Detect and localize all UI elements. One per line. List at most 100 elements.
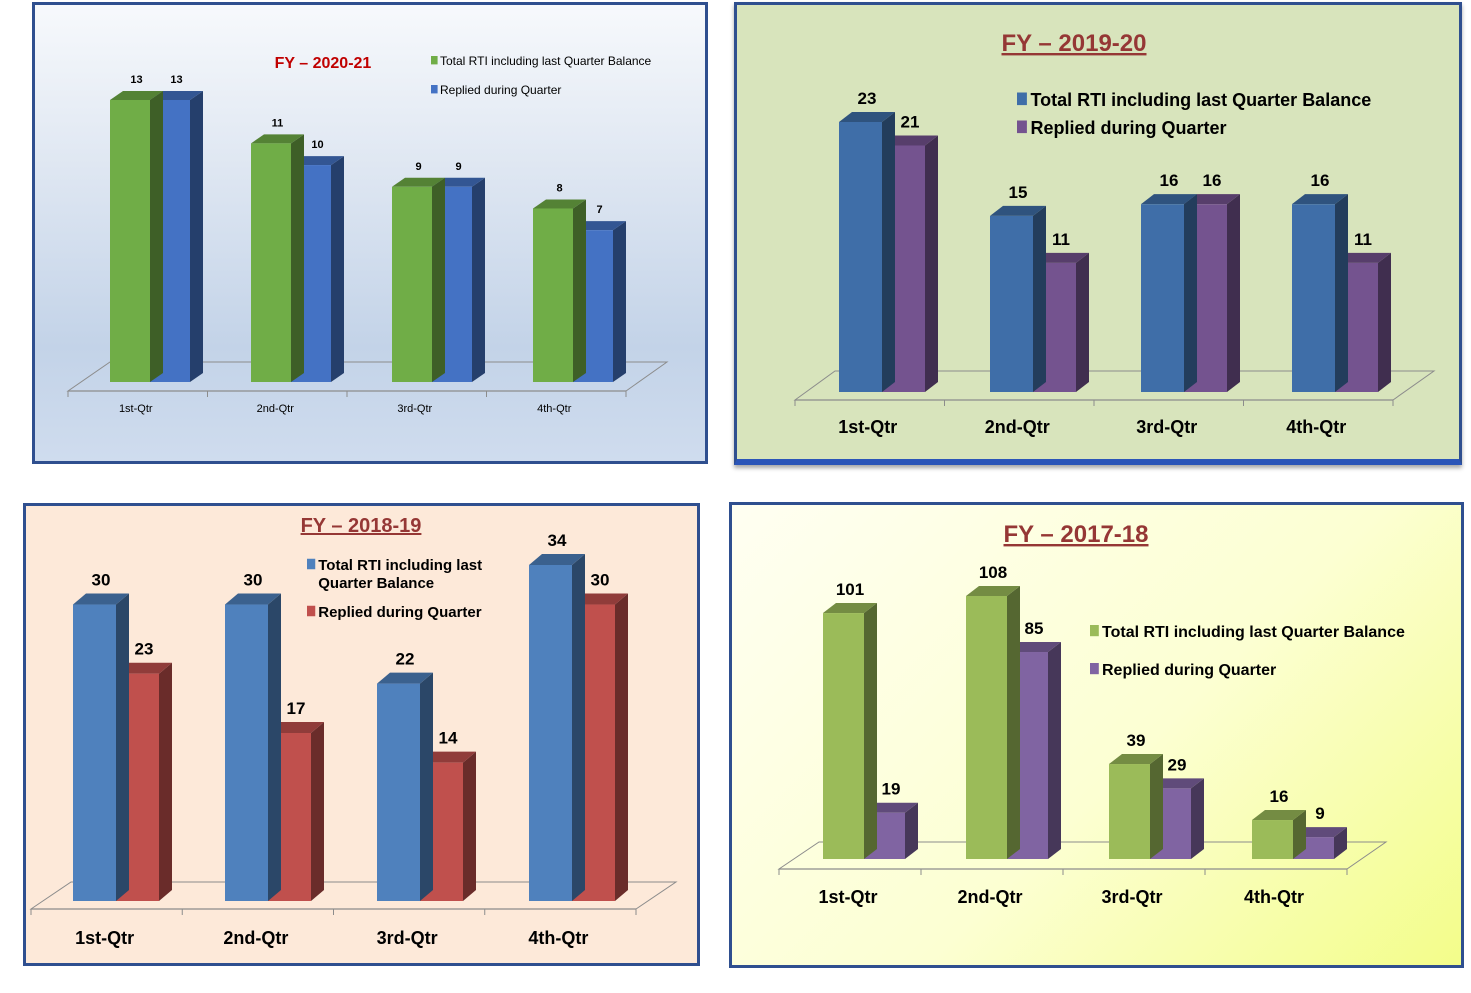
bar-side — [150, 91, 163, 382]
bar-top — [990, 205, 1046, 216]
bar — [251, 143, 291, 382]
legend-swatch — [1017, 92, 1027, 106]
bar-side — [331, 156, 344, 382]
data-label: 11 — [272, 117, 284, 129]
x-tick-label: 3rd-Qtr — [397, 403, 432, 415]
bar-top — [572, 593, 628, 605]
data-label: 15 — [1009, 183, 1028, 202]
chart-svg: 19 101 1st-Qtr 85 108 2nd-Qtr 29 39 3rd-Qtr 9 16 4t… — [777, 521, 1405, 907]
bar-side — [432, 177, 445, 382]
bar-side — [1191, 778, 1204, 859]
bar-top — [392, 177, 445, 187]
x-tick-label: 4th-Qtr — [528, 928, 588, 948]
chart-title: FY – 2018-19 — [301, 515, 422, 537]
x-tick-label: 1st-Qtr — [838, 417, 897, 437]
legend-swatch — [1090, 663, 1099, 675]
bar — [533, 208, 573, 382]
x-tick-label: 1st-Qtr — [119, 403, 153, 415]
data-label: 16 — [1203, 171, 1222, 190]
data-label: 13 — [130, 74, 142, 86]
data-label: 85 — [1025, 619, 1044, 638]
x-tick-label: 4th-Qtr — [1244, 887, 1304, 907]
bar-side — [905, 802, 918, 859]
data-label: 19 — [882, 780, 901, 799]
bar-top — [1141, 194, 1197, 205]
bar-side — [116, 593, 129, 901]
data-label: 30 — [244, 571, 263, 590]
bar-top — [1109, 754, 1163, 765]
x-tick-label: 2nd-Qtr — [985, 417, 1050, 437]
data-label: 9 — [1315, 804, 1324, 823]
legend-label: Total RTI including last Quarter Balance — [440, 54, 652, 68]
data-label: 21 — [901, 112, 920, 131]
legend-swatch — [307, 605, 316, 617]
bar-top — [1184, 194, 1240, 205]
bar-side — [311, 722, 324, 901]
bar-side — [1076, 252, 1089, 392]
chart-title: FY – 2019-20 — [1002, 30, 1147, 57]
data-label: 101 — [836, 580, 864, 599]
legend-swatch — [1090, 625, 1099, 637]
chart-panel-fy-2020-21: 13 13 1st-Qtr 10 11 2nd-Qtr 9 9 3rd-Qtr 7 8 4th-Qtr… — [32, 2, 708, 464]
x-tick-label: 1st-Qtr — [818, 887, 877, 907]
bar-top — [116, 662, 172, 674]
legend-swatch — [431, 85, 438, 94]
data-label: 11 — [1052, 230, 1070, 249]
bar — [839, 122, 882, 392]
bar-top — [420, 751, 476, 763]
data-label: 8 — [556, 182, 562, 194]
data-label: 16 — [1311, 171, 1330, 190]
data-label: 10 — [311, 139, 323, 151]
x-tick-label: 4th-Qtr — [1286, 417, 1346, 437]
bar — [392, 186, 432, 382]
chart-panel-fy-2018-19: 23 30 1st-Qtr 17 30 2nd-Qtr 14 22 3rd-Qtr 30 34 4th… — [23, 503, 700, 966]
bar-top — [1252, 810, 1306, 821]
bar — [73, 604, 116, 901]
data-label: 29 — [1168, 755, 1187, 774]
x-tick-label: 2nd-Qtr — [223, 928, 288, 948]
data-label: 23 — [135, 640, 154, 659]
chart-title: FY – 2017-18 — [1004, 521, 1149, 548]
chart-svg: 13 13 1st-Qtr 10 11 2nd-Qtr 9 9 3rd-Qtr 7 8 4th-Qtr… — [66, 54, 669, 415]
bar-top — [823, 603, 877, 614]
x-tick-label: 4th-Qtr — [537, 403, 572, 415]
bar-top — [1007, 642, 1061, 653]
bar-side — [1048, 642, 1061, 859]
legend-label: Total RTI including last Quarter Balance — [1031, 90, 1372, 110]
x-tick-label: 2nd-Qtr — [958, 887, 1023, 907]
bar-side — [882, 112, 895, 392]
bar — [823, 613, 864, 859]
bar-side — [613, 221, 626, 382]
bar-top — [882, 135, 938, 146]
chart-svg: 21 23 1st-Qtr 11 15 2nd-Qtr 16 16 3rd-Qtr 11 16 4th… — [793, 30, 1436, 437]
chart-panel-fy-2019-20: 21 23 1st-Qtr 11 15 2nd-Qtr 16 16 3rd-Qtr 11 16 4th… — [734, 2, 1462, 465]
data-label: 16 — [1270, 787, 1289, 806]
x-tick-label: 3rd-Qtr — [377, 928, 438, 948]
legend-swatch — [307, 558, 316, 570]
chart-svg: 23 30 1st-Qtr 17 30 2nd-Qtr 14 22 3rd-Qtr 30 34 4th… — [29, 515, 678, 948]
bar-top — [1335, 252, 1391, 263]
bar-side — [190, 91, 203, 382]
bar — [225, 604, 268, 901]
data-label: 9 — [415, 161, 421, 173]
bar-side — [1378, 252, 1391, 392]
bar-side — [615, 593, 628, 901]
data-label: 13 — [170, 74, 182, 86]
x-tick-label: 3rd-Qtr — [1136, 417, 1197, 437]
bar-side — [1334, 827, 1347, 859]
bar-top — [110, 91, 163, 100]
bar-side — [1150, 754, 1163, 859]
bar-side — [1033, 205, 1046, 392]
bar-top — [529, 554, 585, 565]
bar — [110, 100, 150, 382]
legend-swatch — [431, 56, 438, 65]
bar-top — [1150, 778, 1204, 789]
bar — [1109, 764, 1150, 859]
bar-top — [533, 199, 586, 209]
bar — [529, 565, 572, 901]
x-tick-label: 1st-Qtr — [75, 928, 134, 948]
bar-top — [1293, 827, 1347, 838]
bar-top — [864, 802, 918, 813]
chart-title: FY – 2020-21 — [275, 55, 372, 72]
bar-top — [251, 134, 304, 144]
